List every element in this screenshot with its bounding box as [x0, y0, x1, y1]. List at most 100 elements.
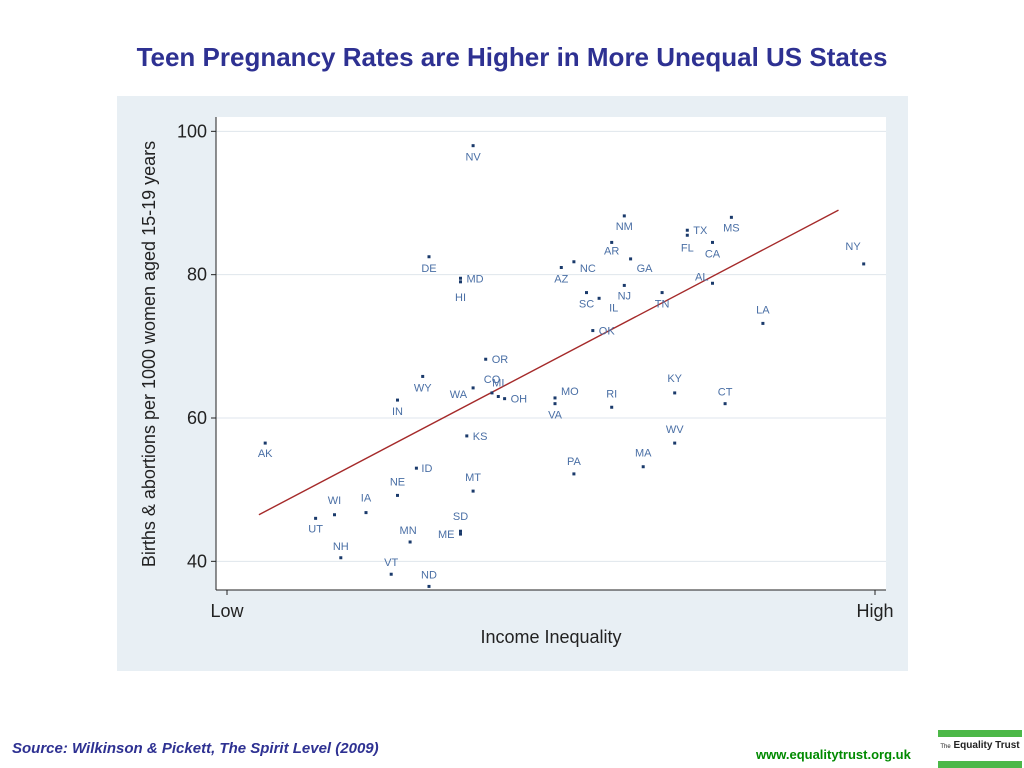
- y-tick-label: 40: [187, 551, 207, 571]
- equality-trust-logo: The Equality Trust: [938, 730, 1022, 768]
- point-label: OK: [599, 326, 616, 338]
- point-label: NJ: [618, 290, 631, 302]
- point-label: ME: [438, 529, 455, 541]
- point-label: VT: [384, 557, 398, 569]
- y-ticks: 40 60 80 100: [177, 121, 216, 571]
- point-label: CT: [718, 387, 733, 399]
- y-tick-label: 80: [187, 265, 207, 285]
- data-point: [364, 511, 368, 515]
- point-label: AZ: [554, 274, 568, 286]
- data-point: [408, 540, 412, 544]
- point-label: LA: [756, 304, 770, 316]
- point-label: MN: [400, 525, 417, 537]
- data-point: [622, 214, 626, 218]
- grid-lines: [216, 130, 886, 562]
- data-point: [685, 233, 689, 237]
- data-point: [622, 283, 626, 287]
- source-note: Source: Wilkinson & Pickett, The Spirit …: [12, 740, 379, 757]
- data-point: [396, 398, 399, 402]
- point-label: SC: [579, 299, 594, 311]
- point-label: HI: [455, 292, 466, 304]
- data-point: [729, 215, 733, 219]
- point-label: NV: [465, 152, 481, 164]
- data-point: [553, 402, 557, 406]
- point-label: AR: [604, 245, 619, 257]
- y-tick-label: 60: [187, 408, 207, 428]
- data-point: [396, 493, 399, 497]
- point-label: KS: [473, 431, 488, 443]
- point-label: WI: [328, 495, 341, 507]
- point-label: NY: [845, 241, 861, 253]
- plot-area: [216, 117, 886, 590]
- data-point: [591, 329, 595, 333]
- page-title: Teen Pregnancy Rates are Higher in More …: [136, 42, 888, 72]
- data-point: [723, 402, 727, 406]
- data-point: [685, 228, 689, 232]
- data-point: [484, 357, 488, 361]
- data-point: [427, 255, 431, 259]
- data-point: [459, 529, 462, 533]
- logo-prefix: The: [940, 744, 951, 750]
- data-point: [339, 556, 343, 560]
- x-ticks: Low High: [210, 590, 894, 621]
- data-point: [496, 395, 500, 398]
- data-point: [503, 397, 507, 401]
- point-label: OR: [492, 354, 509, 366]
- data-point: [553, 396, 557, 400]
- point-label: TX: [693, 225, 708, 237]
- data-point: [629, 257, 633, 261]
- data-point: [610, 240, 614, 244]
- data-point: [711, 240, 714, 244]
- data-point: [421, 374, 425, 378]
- data-point: [459, 280, 462, 284]
- data-point: [660, 291, 664, 295]
- data-point: [389, 572, 393, 576]
- point-label: VA: [548, 410, 563, 422]
- point-label: AL: [695, 271, 708, 283]
- point-label: PA: [567, 456, 582, 468]
- data-point: [414, 466, 418, 470]
- scatter-chart: 40 60 80 100 Low High AK UT WI NH IA VT IN NE MN ID WY…: [139, 117, 894, 647]
- point-label: TN: [655, 299, 670, 311]
- point-label: NC: [580, 263, 596, 275]
- website-link[interactable]: www.equalitytrust.org.uk: [756, 747, 911, 762]
- data-point: [711, 281, 714, 285]
- point-label: GA: [637, 263, 654, 275]
- data-point: [459, 276, 462, 280]
- point-label: NM: [616, 221, 633, 233]
- point-label: NE: [390, 476, 405, 488]
- data-point: [673, 391, 677, 395]
- x-tick-label: Low: [210, 601, 244, 621]
- data-point: [427, 584, 431, 588]
- data-point: [465, 434, 469, 438]
- data-point: [572, 260, 576, 264]
- point-label: ID: [421, 463, 432, 475]
- point-label: UT: [308, 523, 323, 535]
- data-point: [597, 296, 601, 300]
- point-label: RI: [606, 388, 617, 400]
- logo-text: The Equality Trust: [938, 740, 1022, 751]
- x-tick-label: High: [856, 601, 893, 621]
- data-point: [610, 405, 614, 409]
- data-point: [761, 321, 765, 325]
- trend-line: [258, 209, 839, 516]
- point-label: IL: [609, 302, 618, 314]
- point-label: SD: [453, 511, 468, 523]
- point-label: CA: [705, 248, 721, 260]
- point-label: MO: [561, 386, 579, 398]
- data-point: [572, 472, 576, 476]
- data-point: [641, 465, 645, 469]
- data-point: [333, 513, 336, 517]
- data-point: [862, 262, 866, 266]
- point-label: WY: [414, 382, 432, 394]
- logo-bar-bottom: [938, 761, 1022, 768]
- point-label: MD: [467, 273, 484, 285]
- point-label: FL: [681, 242, 694, 254]
- point-label: OH: [511, 394, 528, 406]
- data-point: [673, 441, 677, 445]
- data-point: [459, 532, 462, 536]
- data-point: [559, 266, 563, 269]
- point-label: NH: [333, 541, 349, 553]
- logo-bar-top: [938, 730, 1022, 737]
